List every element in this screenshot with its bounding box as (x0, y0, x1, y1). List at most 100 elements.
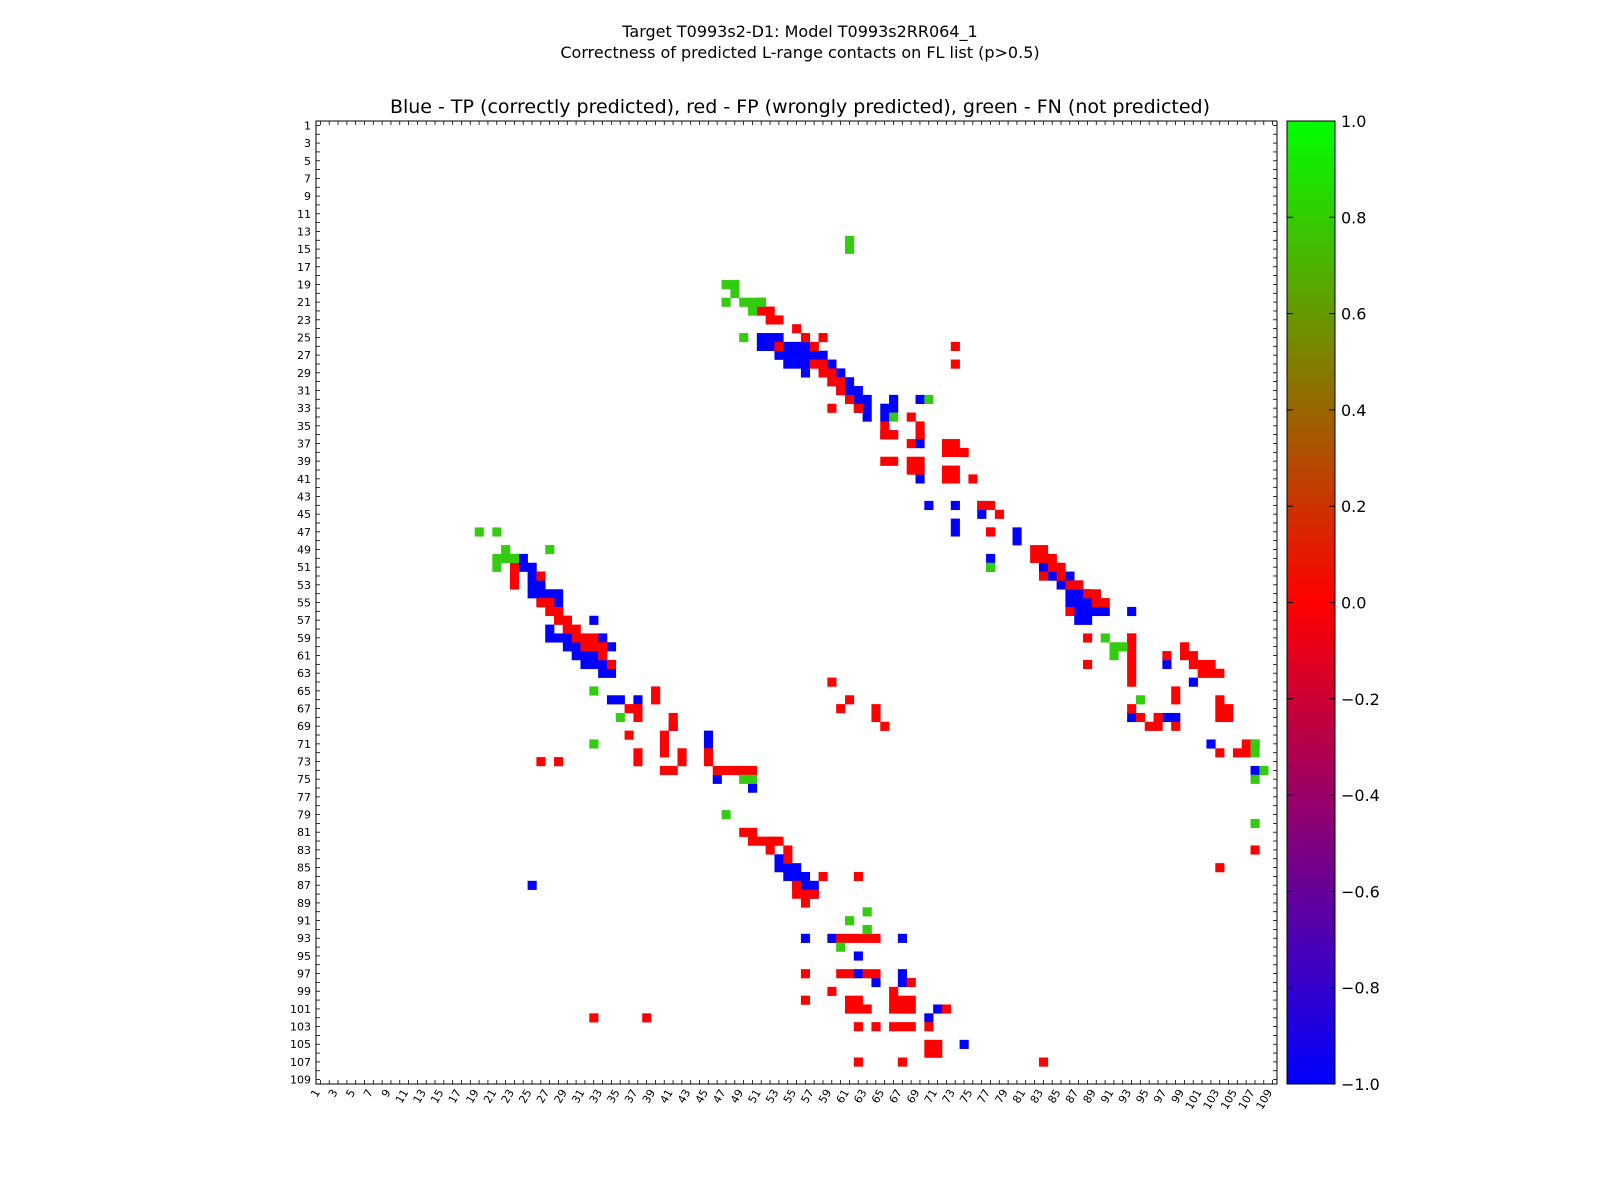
heatmap-cell-fn (589, 686, 599, 696)
heatmap-cell-fp (818, 368, 828, 378)
heatmap-cell-fp (889, 986, 899, 996)
heatmap-cell-fn (1259, 765, 1269, 776)
heatmap-cell-fp (765, 845, 775, 855)
heatmap-cell-tp (580, 651, 590, 661)
heatmap-cell-fp (844, 969, 855, 979)
heatmap-cell-fn (501, 545, 511, 555)
heatmap-cell-fn (836, 942, 846, 952)
heatmap-cell-fp (545, 606, 555, 617)
heatmap-cell-tp (862, 403, 872, 413)
heatmap-cell-fp (1038, 553, 1049, 564)
x-tick-label: 75 (957, 1087, 975, 1106)
y-tick-label: 57 (297, 614, 311, 627)
x-tick-label: 101 (1183, 1087, 1205, 1112)
heatmap-cell-fn (509, 553, 520, 564)
heatmap-cell-fp (897, 1004, 908, 1014)
heatmap-cell-fp (1083, 633, 1093, 643)
y-tick-label: 21 (297, 296, 311, 309)
heatmap-cell-fp (721, 765, 731, 776)
heatmap-cell-fp (651, 695, 661, 705)
heatmap-cell-fp (880, 456, 890, 466)
heatmap-cell-fp (889, 456, 899, 466)
heatmap-cell-tp (880, 412, 890, 422)
heatmap-cell-tp (598, 659, 608, 670)
heatmap-cell-tp (880, 403, 890, 413)
heatmap-cell-fp (536, 598, 546, 608)
y-tick-label: 19 (297, 278, 311, 291)
heatmap-cell-tp (774, 854, 784, 864)
heatmap-cell-tp (1074, 615, 1084, 625)
y-tick-label: 73 (297, 756, 311, 769)
heatmap-cell-fp (545, 598, 555, 608)
heatmap-cell-tp (545, 589, 555, 599)
heatmap-cell-fp (598, 651, 608, 661)
heatmap-cell-fp (633, 748, 643, 758)
x-tick-label: 79 (992, 1087, 1010, 1106)
x-tick-label: 19 (463, 1087, 481, 1106)
heatmap-cell-fp (1171, 721, 1181, 731)
heatmap-cell-fn (492, 553, 502, 564)
heatmap-cell-tp (800, 350, 811, 360)
heatmap-cell-fp (941, 439, 952, 449)
x-tick-label: 81 (1010, 1087, 1028, 1106)
heatmap-cell-fp (933, 1039, 943, 1049)
heatmap-cell-fp (677, 757, 687, 767)
heatmap-cell-tp (844, 377, 855, 387)
heatmap-cell-fp (1091, 598, 1101, 608)
x-tick-label: 77 (975, 1087, 993, 1106)
y-tick-label: 71 (297, 738, 311, 751)
heatmap-cell-fp (1074, 580, 1084, 590)
heatmap-cell-tp (800, 368, 811, 378)
y-tick-label: 101 (290, 1003, 311, 1016)
heatmap-cell-tp (1127, 712, 1137, 723)
heatmap-cell-fn (492, 527, 502, 537)
heatmap-cell-fp (1197, 659, 1207, 670)
heatmap-cell-tp (783, 341, 793, 351)
heatmap-cell-tp (527, 589, 537, 599)
heatmap-cell-fp (941, 465, 952, 475)
heatmap-cell-fp (827, 677, 837, 687)
heatmap-cell-fp (1065, 606, 1075, 617)
heatmap-cell-tp (562, 633, 572, 643)
heatmap-cell-tp (1065, 589, 1075, 599)
y-tick-label: 1 (304, 119, 311, 132)
heatmap-cell-fp (1030, 553, 1040, 564)
heatmap-cell-tp (756, 333, 766, 343)
heatmap-cell-tp (615, 695, 625, 705)
plot-frame (315, 120, 1278, 1085)
heatmap-cell-fp (950, 439, 960, 449)
heatmap-cell-fn (889, 412, 899, 422)
heatmap-cell-tp (800, 341, 811, 351)
heatmap-cell-fp (580, 633, 590, 643)
heatmap-cell-fp (792, 324, 802, 334)
heatmap-cell-fp (906, 1004, 916, 1014)
heatmap-cell-fp (968, 474, 978, 484)
heatmap-cell-tp (1065, 571, 1075, 581)
heatmap-cell-fp (871, 969, 881, 979)
heatmap-cell-fn (1100, 633, 1110, 643)
heatmap-cell-fn (1118, 642, 1128, 652)
heatmap-cell-fp (889, 1004, 899, 1014)
heatmap-cell-tp (809, 880, 819, 890)
heatmap-cell-tp (792, 341, 802, 351)
heatmap-cell-tp (827, 933, 837, 943)
heatmap-cell-tp (897, 933, 908, 943)
heatmap-cell-fp (606, 659, 617, 670)
x-tick-labels: 1 3 5 7 9 11 13 15 17 19 21 23 25 27 29 31 33 35 37 39 41 43 4… (308, 1087, 1275, 1112)
heatmap-cell-fn (844, 244, 855, 254)
x-tick-label: 17 (446, 1087, 464, 1106)
heatmap-cell-fp (853, 1022, 863, 1032)
heatmap-cell-tp (809, 350, 819, 360)
heatmap-cell-fp (633, 712, 643, 723)
y-tick-label: 49 (297, 543, 311, 556)
heatmap-cell-fp (1065, 580, 1075, 590)
heatmap-cell-fp (941, 1004, 952, 1014)
heatmap-cell-tp (1127, 606, 1137, 617)
x-tick-label: 87 (1063, 1087, 1081, 1106)
heatmap-cell-fp (624, 730, 634, 740)
y-tick-label: 107 (290, 1056, 311, 1069)
heatmap-cell-fp (1100, 598, 1110, 608)
x-tick-label: 67 (887, 1087, 905, 1106)
y-tick-label: 13 (297, 225, 311, 238)
heatmap-cell-fp (844, 695, 855, 705)
